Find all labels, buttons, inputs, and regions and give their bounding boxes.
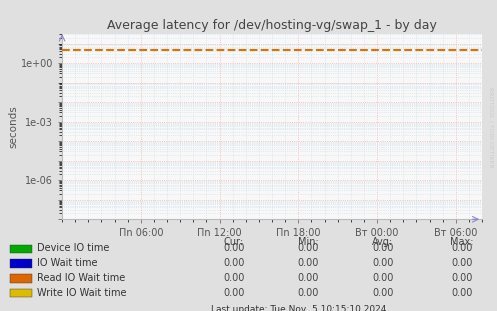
Text: Max:: Max: <box>450 237 474 247</box>
Text: 0.00: 0.00 <box>223 244 245 253</box>
Text: 0.00: 0.00 <box>223 273 245 283</box>
Title: Average latency for /dev/hosting-vg/swap_1 - by day: Average latency for /dev/hosting-vg/swap… <box>107 19 437 32</box>
Text: 0.00: 0.00 <box>223 258 245 268</box>
Y-axis label: seconds: seconds <box>8 105 18 148</box>
Text: Min:: Min: <box>298 237 319 247</box>
Text: 0.00: 0.00 <box>451 273 473 283</box>
Text: Avg:: Avg: <box>372 237 393 247</box>
Text: 0.00: 0.00 <box>223 288 245 298</box>
Text: 0.00: 0.00 <box>372 288 394 298</box>
Text: 0.00: 0.00 <box>451 244 473 253</box>
Text: 0.00: 0.00 <box>297 273 319 283</box>
Text: 0.00: 0.00 <box>451 288 473 298</box>
Bar <box>10 274 32 283</box>
Text: 0.00: 0.00 <box>451 258 473 268</box>
Text: Cur:: Cur: <box>224 237 244 247</box>
Text: 0.00: 0.00 <box>297 244 319 253</box>
Bar <box>10 245 32 253</box>
Text: 0.00: 0.00 <box>372 244 394 253</box>
Text: Device IO time: Device IO time <box>37 244 110 253</box>
Text: 0.00: 0.00 <box>297 288 319 298</box>
Bar <box>10 259 32 268</box>
Text: 0.00: 0.00 <box>297 258 319 268</box>
Text: Write IO Wait time: Write IO Wait time <box>37 288 127 298</box>
Text: 0.00: 0.00 <box>372 273 394 283</box>
Text: Last update: Tue Nov  5 10:15:10 2024: Last update: Tue Nov 5 10:15:10 2024 <box>211 305 386 311</box>
Text: IO Wait time: IO Wait time <box>37 258 98 268</box>
Bar <box>10 289 32 297</box>
Text: Read IO Wait time: Read IO Wait time <box>37 273 126 283</box>
Text: 0.00: 0.00 <box>372 258 394 268</box>
Text: RRDTOOL / TOBI OETIKER: RRDTOOL / TOBI OETIKER <box>489 87 494 168</box>
